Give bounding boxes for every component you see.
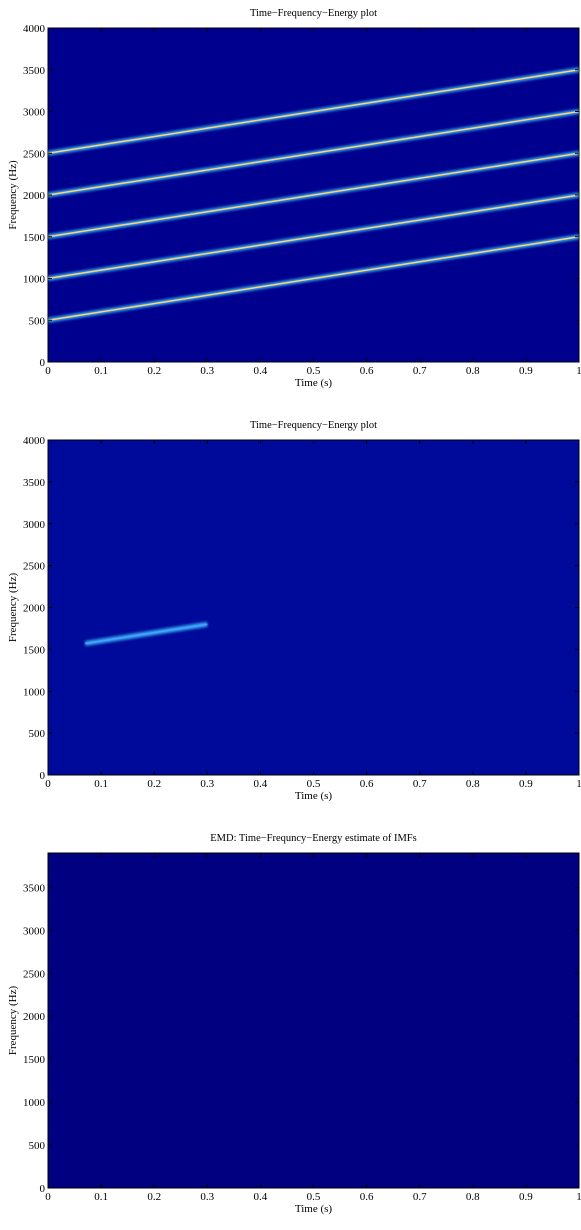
plot-content: [84, 621, 208, 646]
y-tick-label: 4000: [23, 23, 46, 35]
x-tick-label: 0.7: [413, 778, 427, 790]
x-tick-label: 0.3: [200, 778, 214, 790]
y-tick-label: 0: [40, 1183, 46, 1195]
y-tick-label: 3000: [23, 107, 46, 119]
x-tick-label: 0.3: [200, 365, 214, 377]
line: [48, 152, 579, 238]
y-tick-label: 2500: [23, 148, 46, 160]
y-axis-label: Frequency (Hz): [7, 986, 19, 1056]
x-tick-label: 0.2: [147, 778, 161, 790]
line: [48, 69, 579, 154]
chart-title: Time−Frequency−Energy plot: [250, 420, 377, 431]
plot-content: [48, 67, 579, 323]
x-tick-label: 0.5: [307, 1191, 321, 1203]
x-tick-label: 0.3: [200, 1191, 214, 1203]
plot-area: [47, 439, 580, 776]
x-tick-label: 0.6: [360, 1191, 374, 1203]
y-tick-label: 1500: [23, 232, 46, 244]
chart-title: Time−Frequency−Energy plot: [250, 8, 377, 19]
x-tick-label: 0.6: [360, 365, 374, 377]
x-tick-label: 0.2: [147, 365, 161, 377]
x-tick-label: 0.9: [519, 365, 533, 377]
y-tick-label: 4000: [23, 435, 46, 447]
y-tick-label: 500: [29, 1140, 46, 1152]
y-tick-label: 0: [40, 357, 46, 369]
y-tick-label: 1500: [23, 644, 46, 656]
line: [48, 194, 579, 280]
y-tick-label: 3500: [23, 65, 46, 77]
y-tick-label: 1500: [23, 1054, 46, 1066]
x-tick-label: 0: [45, 365, 51, 377]
x-tick-label: 0.1: [94, 778, 108, 790]
line: [48, 110, 579, 196]
y-tick-label: 2500: [23, 968, 46, 980]
x-tick-label: 0.4: [254, 365, 268, 377]
line: [48, 236, 579, 321]
x-tick-label: 0.5: [307, 778, 321, 790]
x-axis-label: Time (s): [295, 790, 333, 802]
x-tick-label: 0.4: [254, 1191, 268, 1203]
x-tick-label: 0.6: [360, 778, 374, 790]
x-tick-label: 0: [45, 1191, 51, 1203]
x-tick-label: 0.9: [519, 1191, 533, 1203]
plot-area: [47, 852, 580, 1189]
y-tick-label: 500: [29, 728, 46, 740]
y-tick-label: 3500: [23, 882, 46, 894]
x-tick-label: 0.1: [94, 365, 108, 377]
y-tick-label: 2000: [23, 603, 46, 615]
y-tick-label: 3500: [23, 477, 46, 489]
y-tick-label: 2000: [23, 1011, 46, 1023]
x-tick-label: 0.7: [413, 1191, 427, 1203]
line: [85, 623, 208, 645]
x-tick-label: 0.7: [413, 365, 427, 377]
x-tick-label: 0.8: [466, 1191, 480, 1203]
x-tick-label: 0.8: [466, 365, 480, 377]
y-tick-label: 1000: [23, 1097, 46, 1109]
x-tick-label: 0.5: [307, 365, 321, 377]
y-tick-label: 1000: [23, 274, 46, 286]
x-tick-label: 0.4: [254, 778, 268, 790]
y-axis-label: Frequency (Hz): [7, 573, 19, 643]
y-tick-label: 3000: [23, 519, 46, 531]
y-tick-label: 0: [40, 770, 46, 782]
x-tick-label: 1: [576, 365, 581, 377]
y-tick-label: 2500: [23, 561, 46, 573]
y-tick-label: 2000: [23, 190, 46, 202]
chart-title: EMD: Time−Frequncy−Energy estimate of IM…: [210, 833, 416, 844]
y-axis-label: Frequency (Hz): [7, 160, 19, 230]
y-tick-label: 500: [29, 315, 46, 327]
x-axis-label: Time (s): [295, 377, 333, 389]
x-tick-label: 0.2: [147, 1191, 161, 1203]
x-tick-label: 0.8: [466, 778, 480, 790]
x-tick-label: 0.9: [519, 778, 533, 790]
y-tick-label: 3000: [23, 925, 46, 937]
y-tick-label: 1000: [23, 686, 46, 698]
x-tick-label: 1: [576, 1191, 581, 1203]
x-tick-label: 0.1: [94, 1191, 108, 1203]
x-tick-label: 1: [576, 778, 581, 790]
x-tick-label: 0: [45, 778, 51, 790]
x-axis-label: Time (s): [295, 1203, 333, 1215]
